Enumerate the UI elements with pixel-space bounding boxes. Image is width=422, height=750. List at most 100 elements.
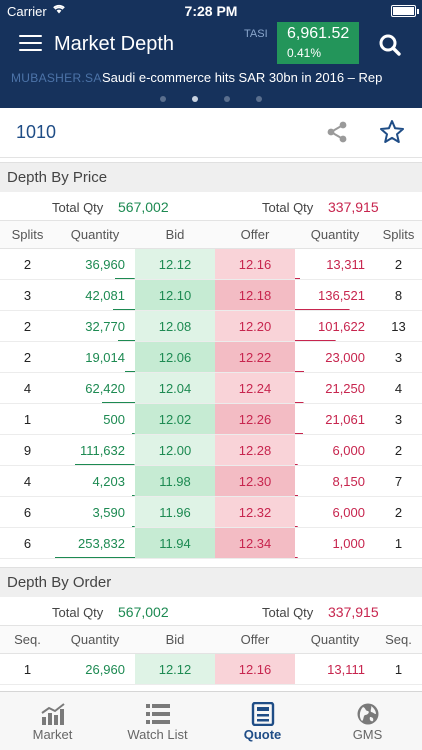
offer-qty-cell: 21,250 [295,372,375,404]
bid-price-cell: 12.08 [135,310,215,342]
list-icon [145,702,171,726]
col-header: Seq. [375,625,422,654]
offer-price-cell: 12.30 [215,465,295,497]
tab-watch-list[interactable]: Watch List [105,692,210,750]
index-change: 0.41% [287,46,322,60]
offer-total-qty: 337,915 [328,604,379,620]
bid-splits-cell: 1 [0,653,55,685]
bid-price-cell: 11.94 [135,527,215,559]
index-quote-box[interactable]: 6,961.52 0.41% [277,22,359,64]
page-dot[interactable] [224,96,230,102]
tab-gms[interactable]: GMS [315,692,420,750]
table-row[interactable]: 6 253,832 11.94 12.34 1,000 1 [0,527,422,559]
star-icon[interactable] [379,119,405,145]
page-dot[interactable] [256,96,262,102]
offer-splits-cell: 7 [375,465,422,497]
depth-by-price-totals: Total Qty 567,002 Total Qty 337,915 [0,194,422,220]
bid-splits-cell: 2 [0,341,55,373]
offer-total-label: Total Qty [262,200,314,215]
ticker-page-indicator[interactable] [0,96,422,102]
bid-qty-cell: 4,203 [55,465,135,497]
bid-price-cell: 12.04 [135,372,215,404]
offer-splits-cell: 8 [375,279,422,311]
offer-price-cell: 12.24 [215,372,295,404]
offer-qty-cell: 101,622 [295,310,375,342]
bid-qty-cell: 36,960 [55,248,135,280]
offer-price-cell: 12.34 [215,527,295,559]
offer-total-label: Total Qty [262,605,314,620]
offer-qty-cell: 21,061 [295,403,375,435]
tab-label: Quote [243,727,282,742]
col-header: Quantity [295,625,375,654]
table-row[interactable]: 3 42,081 12.10 12.18 136,521 8 [0,279,422,311]
table-row[interactable]: 4 62,420 12.04 12.24 21,250 4 [0,372,422,404]
table-row[interactable]: 1 500 12.02 12.26 21,061 3 [0,403,422,435]
offer-price-cell: 12.18 [215,279,295,311]
offer-qty-cell: 6,000 [295,434,375,466]
tab-market[interactable]: Market [0,692,105,750]
offer-price-cell: 12.16 [215,653,295,685]
bid-qty-cell: 111,632 [55,434,135,466]
table-row[interactable]: 2 36,960 12.12 12.16 13,311 2 [0,248,422,280]
bid-price-cell: 12.02 [135,403,215,435]
bid-price-cell: 12.12 [135,653,215,685]
offer-price-cell: 12.22 [215,341,295,373]
tab-label: Watch List [127,727,188,742]
depth-by-order-header: Depth By Order [0,567,422,597]
table-header-row: Seq. Quantity Bid Offer Quantity Seq. [0,625,422,654]
bid-total-label: Total Qty [52,200,104,215]
news-ticker[interactable]: MUBASHER.SA Saudi e-commerce hits SAR 30… [0,66,422,108]
app-header: Market Depth TASI 6,961.52 0.41% [0,22,422,66]
page-dot[interactable] [160,96,166,102]
page-dot-active[interactable] [192,96,198,102]
table-row[interactable]: 9 111,632 12.00 12.28 6,000 2 [0,434,422,466]
bid-qty-cell: 32,770 [55,310,135,342]
index-value: 6,961.52 [287,25,350,42]
depth-by-price-table: Splits Quantity Bid Offer Quantity Split… [0,220,422,559]
symbol-code[interactable]: 1010 [16,122,57,142]
bid-total-label: Total Qty [52,605,104,620]
offer-splits-cell: 13 [375,310,422,342]
table-row[interactable]: 2 32,770 12.08 12.20 101,622 13 [0,310,422,342]
offer-qty-cell: 13,311 [295,248,375,280]
carrier-label: Carrier [7,4,47,19]
offer-price-cell: 12.32 [215,496,295,528]
bid-qty-cell: 42,081 [55,279,135,311]
share-icon[interactable] [325,120,349,144]
bid-qty-cell: 62,420 [55,372,135,404]
bid-splits-cell: 4 [0,465,55,497]
news-headline[interactable]: Saudi e-commerce hits SAR 30bn in 2016 –… [102,70,383,85]
depth-by-order-totals: Total Qty 567,002 Total Qty 337,915 [0,599,422,625]
col-header: Splits [375,220,422,249]
section-title: Depth By Price [7,169,108,186]
table-row[interactable]: 1 26,960 12.12 12.16 13,111 1 [0,653,422,685]
bid-splits-cell: 2 [0,310,55,342]
offer-splits-cell: 1 [375,527,422,559]
bid-splits-cell: 4 [0,372,55,404]
status-bar: Carrier 7:28 PM [0,0,422,22]
bid-splits-cell: 6 [0,496,55,528]
offer-price-cell: 12.28 [215,434,295,466]
symbol-bar: 1010 [0,108,422,158]
bid-price-cell: 11.98 [135,465,215,497]
news-source: MUBASHER.SA [11,71,102,85]
search-icon[interactable] [377,32,403,58]
tab-quote[interactable]: Quote [210,692,315,750]
offer-splits-cell: 4 [375,372,422,404]
offer-splits-cell: 3 [375,341,422,373]
offer-qty-cell: 1,000 [295,527,375,559]
hamburger-menu-icon[interactable] [19,35,42,52]
depth-by-price-header: Depth By Price [0,162,422,192]
bid-qty-cell: 3,590 [55,496,135,528]
col-header: Seq. [0,625,55,654]
bid-price-cell: 11.96 [135,496,215,528]
table-row[interactable]: 4 4,203 11.98 12.30 8,150 7 [0,465,422,497]
col-header: Quantity [295,220,375,249]
bid-splits-cell: 2 [0,248,55,280]
table-row[interactable]: 6 3,590 11.96 12.32 6,000 2 [0,496,422,528]
bid-price-cell: 12.12 [135,248,215,280]
table-row[interactable]: 2 19,014 12.06 12.22 23,000 3 [0,341,422,373]
col-header: Quantity [55,220,135,249]
offer-qty-cell: 13,111 [295,653,375,685]
